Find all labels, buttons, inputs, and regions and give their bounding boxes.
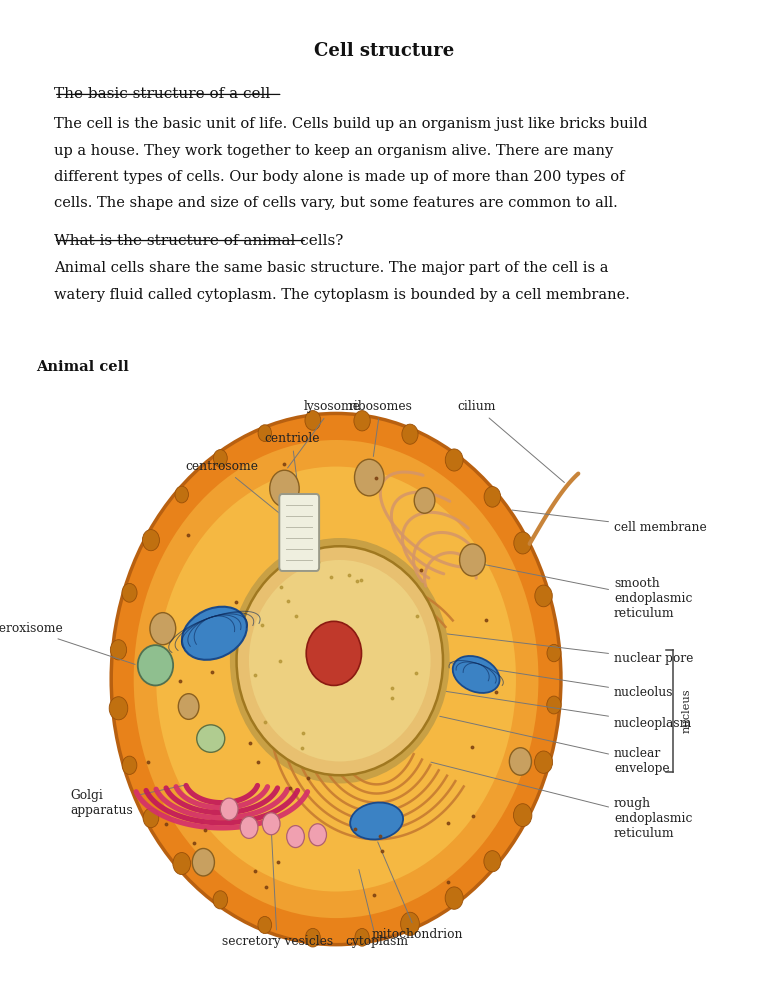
Ellipse shape: [309, 824, 326, 846]
Ellipse shape: [263, 813, 280, 835]
Ellipse shape: [258, 424, 272, 441]
Text: nucleoplasm: nucleoplasm: [398, 684, 693, 730]
Ellipse shape: [237, 547, 443, 775]
Text: Animal cells share the same basic structure. The major part of the cell is a: Animal cells share the same basic struct…: [54, 261, 608, 275]
Ellipse shape: [134, 440, 538, 918]
Ellipse shape: [305, 411, 321, 430]
Text: nuclear pore: nuclear pore: [444, 633, 694, 665]
Ellipse shape: [514, 532, 531, 554]
Ellipse shape: [509, 747, 531, 775]
Ellipse shape: [142, 530, 160, 551]
Text: up a house. They work together to keep an organism alive. There are many: up a house. They work together to keep a…: [54, 143, 613, 158]
Ellipse shape: [547, 696, 561, 714]
Ellipse shape: [350, 802, 403, 840]
Text: watery fluid called cytoplasm. The cytoplasm is bounded by a cell membrane.: watery fluid called cytoplasm. The cytop…: [54, 288, 630, 302]
Ellipse shape: [230, 538, 449, 783]
Ellipse shape: [150, 612, 176, 645]
Ellipse shape: [122, 583, 137, 602]
Ellipse shape: [535, 751, 552, 773]
Ellipse shape: [514, 804, 532, 827]
Text: Cell structure: Cell structure: [314, 42, 454, 60]
Ellipse shape: [143, 808, 159, 828]
Ellipse shape: [175, 486, 188, 503]
Ellipse shape: [459, 544, 485, 576]
Text: Animal cell: Animal cell: [36, 360, 129, 375]
Text: lysosome: lysosome: [287, 401, 361, 468]
Ellipse shape: [178, 694, 199, 720]
Ellipse shape: [452, 656, 500, 693]
Ellipse shape: [414, 488, 435, 513]
Ellipse shape: [402, 424, 418, 444]
Ellipse shape: [484, 487, 501, 507]
Ellipse shape: [401, 912, 419, 935]
Text: cilium: cilium: [457, 401, 564, 482]
Ellipse shape: [156, 466, 516, 892]
Ellipse shape: [445, 449, 463, 471]
Ellipse shape: [258, 916, 272, 933]
Ellipse shape: [306, 928, 320, 947]
Text: rough
endoplasmic
reticulum: rough endoplasmic reticulum: [431, 762, 693, 840]
Ellipse shape: [220, 798, 238, 820]
Text: nuclear
envelope: nuclear envelope: [440, 717, 670, 775]
Ellipse shape: [535, 585, 552, 606]
Text: cytoplasm: cytoplasm: [345, 870, 408, 948]
Ellipse shape: [240, 816, 258, 838]
Ellipse shape: [182, 606, 247, 660]
Ellipse shape: [173, 853, 190, 875]
Text: peroxisome: peroxisome: [0, 622, 135, 664]
FancyBboxPatch shape: [280, 494, 319, 571]
Ellipse shape: [306, 621, 362, 686]
Text: centriole: centriole: [264, 432, 319, 495]
Ellipse shape: [109, 697, 127, 720]
Text: What is the structure of animal cells?: What is the structure of animal cells?: [54, 234, 343, 248]
Ellipse shape: [197, 725, 225, 752]
Text: smooth
endoplasmic
reticulum: smooth endoplasmic reticulum: [464, 561, 693, 620]
Text: nucleolus: nucleolus: [364, 649, 674, 700]
Text: different types of cells. Our body alone is made up of more than 200 types of: different types of cells. Our body alone…: [54, 170, 624, 184]
Text: secretory vesicles: secretory vesicles: [221, 830, 333, 948]
Text: The cell is the basic unit of life. Cells build up an organism just like bricks : The cell is the basic unit of life. Cell…: [54, 117, 647, 131]
Ellipse shape: [355, 928, 369, 946]
Ellipse shape: [484, 851, 501, 872]
Ellipse shape: [354, 411, 370, 431]
Text: centrosome: centrosome: [185, 460, 290, 522]
Ellipse shape: [137, 645, 173, 686]
Ellipse shape: [214, 449, 227, 467]
Text: The basic structure of a cell: The basic structure of a cell: [54, 87, 270, 101]
Ellipse shape: [355, 459, 384, 496]
Ellipse shape: [547, 644, 561, 662]
Ellipse shape: [111, 414, 561, 944]
Text: ribosomes: ribosomes: [349, 401, 412, 456]
Text: cell membrane: cell membrane: [512, 510, 707, 535]
Ellipse shape: [213, 891, 227, 909]
Text: Golgi
apparatus: Golgi apparatus: [71, 785, 186, 817]
Ellipse shape: [111, 640, 127, 660]
Ellipse shape: [445, 887, 463, 910]
Ellipse shape: [192, 849, 214, 876]
Text: cells. The shape and size of cells vary, but some features are common to all.: cells. The shape and size of cells vary,…: [54, 197, 617, 211]
Text: mitochondrion: mitochondrion: [372, 842, 463, 941]
Ellipse shape: [249, 560, 431, 761]
Ellipse shape: [286, 580, 319, 614]
Ellipse shape: [270, 470, 300, 507]
Text: nucleus: nucleus: [682, 689, 692, 734]
Ellipse shape: [286, 826, 304, 848]
Ellipse shape: [122, 756, 137, 774]
